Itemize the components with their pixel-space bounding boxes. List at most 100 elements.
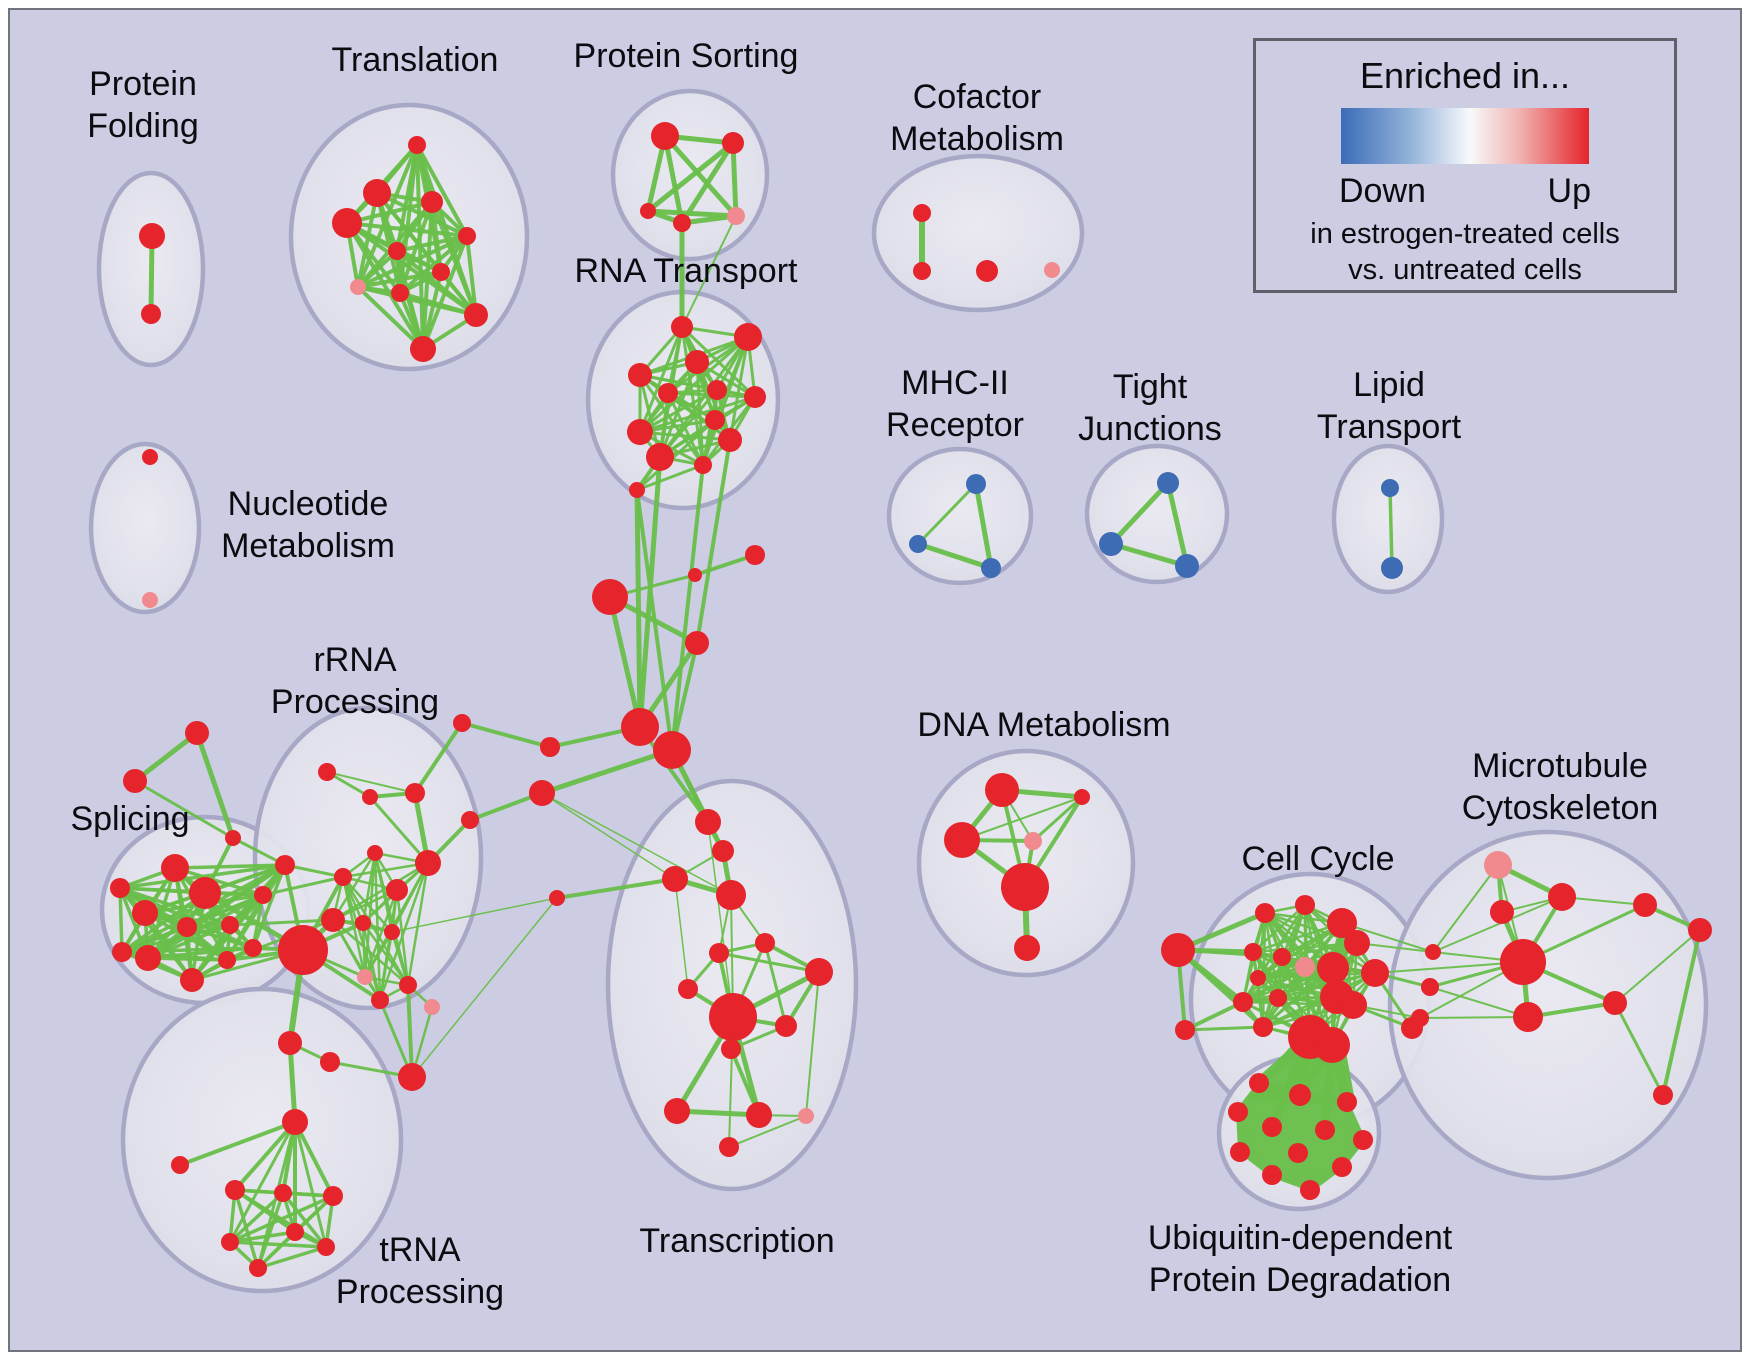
- gene-set-node[interactable]: [1249, 1073, 1269, 1093]
- gene-set-node[interactable]: [705, 410, 725, 430]
- gene-set-node[interactable]: [685, 631, 709, 655]
- gene-set-node[interactable]: [1175, 1020, 1195, 1040]
- gene-set-node[interactable]: [363, 179, 391, 207]
- gene-set-node[interactable]: [391, 284, 409, 302]
- gene-set-node[interactable]: [744, 386, 766, 408]
- gene-set-node[interactable]: [664, 1098, 690, 1124]
- gene-set-node[interactable]: [1688, 918, 1712, 942]
- gene-set-node[interactable]: [628, 363, 652, 387]
- gene-set-node[interactable]: [371, 991, 389, 1009]
- gene-set-node[interactable]: [453, 714, 471, 732]
- gene-set-node[interactable]: [712, 840, 734, 862]
- gene-set-node[interactable]: [688, 568, 702, 582]
- gene-set-node[interactable]: [132, 900, 158, 926]
- gene-set-node[interactable]: [123, 769, 147, 793]
- gene-set-node[interactable]: [718, 428, 742, 452]
- gene-set-node[interactable]: [1230, 1142, 1250, 1162]
- gene-set-node[interactable]: [318, 763, 336, 781]
- gene-set-node[interactable]: [171, 1156, 189, 1174]
- gene-set-node[interactable]: [218, 951, 236, 969]
- gene-set-node[interactable]: [695, 809, 721, 835]
- gene-set-node[interactable]: [722, 132, 744, 154]
- gene-set-node[interactable]: [709, 993, 757, 1041]
- gene-set-node[interactable]: [275, 855, 295, 875]
- gene-set-node[interactable]: [1157, 472, 1179, 494]
- gene-set-node[interactable]: [286, 1223, 304, 1241]
- gene-set-node[interactable]: [1228, 1102, 1248, 1122]
- gene-set-node[interactable]: [278, 1031, 302, 1055]
- gene-set-node[interactable]: [1099, 532, 1123, 556]
- gene-set-node[interactable]: [1490, 900, 1514, 924]
- gene-set-node[interactable]: [1603, 991, 1627, 1015]
- gene-set-node[interactable]: [221, 916, 239, 934]
- gene-set-node[interactable]: [282, 1109, 308, 1135]
- gene-set-node[interactable]: [1513, 1002, 1543, 1032]
- gene-set-node[interactable]: [1381, 557, 1403, 579]
- gene-set-node[interactable]: [671, 316, 693, 338]
- gene-set-node[interactable]: [629, 482, 645, 498]
- gene-set-node[interactable]: [1295, 895, 1315, 915]
- gene-set-node[interactable]: [1175, 554, 1199, 578]
- gene-set-node[interactable]: [1381, 479, 1399, 497]
- gene-set-node[interactable]: [189, 877, 221, 909]
- gene-set-node[interactable]: [334, 868, 352, 886]
- gene-set-node[interactable]: [1300, 1180, 1320, 1200]
- gene-set-node[interactable]: [244, 939, 262, 957]
- gene-set-node[interactable]: [410, 336, 436, 362]
- gene-set-node[interactable]: [1353, 1130, 1373, 1150]
- gene-set-node[interactable]: [461, 811, 479, 829]
- gene-set-node[interactable]: [540, 737, 560, 757]
- gene-set-node[interactable]: [640, 203, 656, 219]
- gene-set-node[interactable]: [421, 191, 443, 213]
- gene-set-node[interactable]: [798, 1108, 814, 1124]
- gene-set-node[interactable]: [529, 780, 555, 806]
- gene-set-node[interactable]: [1233, 992, 1253, 1012]
- gene-set-node[interactable]: [1014, 935, 1040, 961]
- gene-set-node[interactable]: [424, 999, 440, 1015]
- gene-set-node[interactable]: [1024, 832, 1042, 850]
- gene-set-node[interactable]: [1044, 262, 1060, 278]
- gene-set-node[interactable]: [464, 303, 488, 327]
- gene-set-node[interactable]: [110, 878, 130, 898]
- gene-set-node[interactable]: [1250, 970, 1266, 986]
- gene-set-node[interactable]: [399, 976, 417, 994]
- gene-set-node[interactable]: [653, 731, 691, 769]
- gene-set-node[interactable]: [112, 942, 132, 962]
- gene-set-node[interactable]: [357, 969, 373, 985]
- gene-set-node[interactable]: [141, 304, 161, 324]
- gene-set-node[interactable]: [1269, 989, 1287, 1007]
- gene-set-node[interactable]: [1337, 1092, 1357, 1112]
- gene-set-node[interactable]: [142, 449, 158, 465]
- gene-set-node[interactable]: [1339, 991, 1367, 1019]
- gene-set-node[interactable]: [225, 830, 241, 846]
- gene-set-node[interactable]: [177, 917, 197, 937]
- gene-set-node[interactable]: [1244, 943, 1262, 961]
- gene-set-node[interactable]: [716, 880, 746, 910]
- gene-set-node[interactable]: [1288, 1143, 1308, 1163]
- gene-set-node[interactable]: [549, 890, 565, 906]
- gene-set-node[interactable]: [627, 419, 653, 445]
- gene-set-node[interactable]: [755, 933, 775, 953]
- gene-set-node[interactable]: [1253, 1017, 1273, 1037]
- gene-set-node[interactable]: [323, 1186, 343, 1206]
- gene-set-node[interactable]: [592, 579, 628, 615]
- gene-set-node[interactable]: [1425, 944, 1441, 960]
- gene-set-node[interactable]: [1289, 1084, 1311, 1106]
- gene-set-node[interactable]: [694, 456, 712, 474]
- gene-set-node[interactable]: [662, 866, 688, 892]
- gene-set-node[interactable]: [161, 854, 189, 882]
- gene-set-node[interactable]: [721, 1039, 741, 1059]
- gene-set-node[interactable]: [981, 558, 1001, 578]
- gene-set-node[interactable]: [415, 850, 441, 876]
- gene-set-node[interactable]: [139, 223, 165, 249]
- gene-set-node[interactable]: [1262, 1165, 1282, 1185]
- gene-set-node[interactable]: [1633, 893, 1657, 917]
- gene-set-node[interactable]: [646, 443, 674, 471]
- gene-set-node[interactable]: [1361, 959, 1389, 987]
- gene-set-node[interactable]: [1295, 957, 1315, 977]
- gene-set-node[interactable]: [909, 535, 927, 553]
- gene-set-node[interactable]: [274, 1184, 292, 1202]
- gene-set-node[interactable]: [1548, 883, 1576, 911]
- gene-set-node[interactable]: [1653, 1085, 1673, 1105]
